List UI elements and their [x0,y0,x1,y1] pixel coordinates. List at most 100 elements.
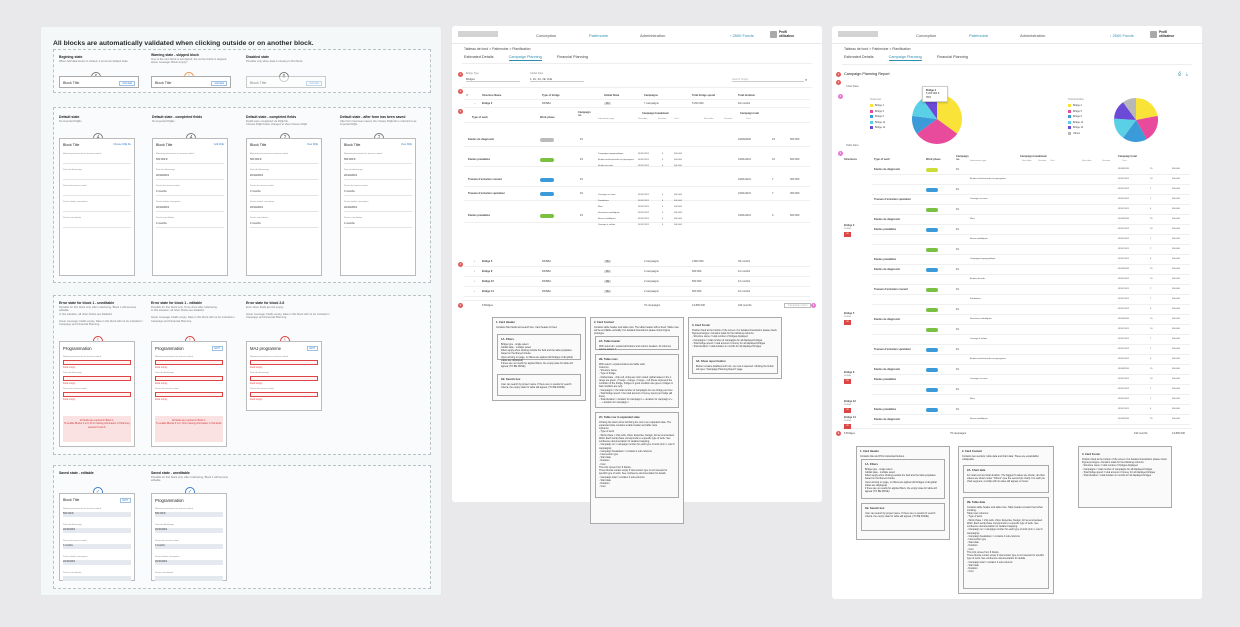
funds-button[interactable]: ‹ 2500 Fonds [1110,33,1134,38]
breadcrumb[interactable]: Tableau de bord > Patrimoine > Planifica… [844,47,911,51]
bridge-type-select[interactable]: Bridges [466,78,520,82]
pie-total-duration[interactable] [1114,98,1158,142]
table-data-label[interactable]: Table Data [846,144,859,147]
block-card[interactable]: Block Title View DQE Montant prévisionnel … [246,138,322,276]
tab-financial[interactable]: Financial Planning [936,55,968,59]
expand-icon[interactable]: ⌄ [474,102,477,105]
field-input-error[interactable] [63,392,131,397]
col-breakdown[interactable]: Campaign breakdown [1020,155,1047,158]
tab-estimated[interactable]: Estimated Details [844,55,874,59]
field-input-error[interactable] [250,392,318,397]
nav-conception[interactable]: Conception [536,33,557,38]
legend-item[interactable]: Bridge 2 [875,104,884,107]
breadcrumb[interactable]: Tableau de bord > Patrimoine > Planifica… [464,47,531,51]
field-value[interactable]: 500 000 € [156,158,168,161]
field-value[interactable]: 20/10/2019 [156,206,169,209]
tab-estimated[interactable]: Estimated Details [464,55,494,59]
pie-slice[interactable] [937,94,962,134]
legend-item[interactable]: Bridge 14 [1073,126,1084,129]
nav-conception[interactable]: Conception [916,33,937,38]
col-state[interactable]: Global State [604,94,620,97]
tab-campaign[interactable]: Campaign Planning [888,55,922,61]
field-value[interactable]: 4 months [156,222,167,225]
field-value[interactable]: 20/10/2019 [344,206,357,209]
pie-slice[interactable] [1136,98,1158,120]
pie-slice[interactable] [1114,118,1136,138]
select-all-checkbox[interactable]: ☐ [466,94,469,97]
legend-item[interactable]: Bridge 5 [1073,109,1082,113]
dqe-link[interactable]: Add DQE [213,143,224,146]
col-campaigns[interactable]: Campaigns [644,94,658,97]
field-value[interactable]: 3 months [344,190,355,193]
block-card-saved[interactable]: Block Title EDIT Montant prévisionnel au t… [59,493,135,581]
expand-icon[interactable]: › [474,270,475,273]
legend-item[interactable]: Bridge 6 [875,115,884,118]
col-typework[interactable]: Type of work [874,158,890,161]
pie-slice[interactable] [1114,102,1136,120]
field-value[interactable]: 20/10/2019 [250,174,263,177]
pie-slice[interactable] [1123,120,1147,142]
search-input[interactable]: Search bridge [732,78,804,82]
block-card[interactable]: Block Title Add DQE Montant prévisionnel a… [152,138,228,276]
field-value[interactable]: 20/10/2019 [250,206,263,209]
dqe-link[interactable]: View DQE [307,143,318,146]
field-value[interactable]: 4 months [250,222,261,225]
legend-item[interactable]: Bridge 14 [875,126,886,129]
legend-item[interactable]: Bridge 12 [875,120,886,124]
tab-financial[interactable]: Financial Planning [556,55,588,59]
add-data-button[interactable]: Add data [211,80,227,86]
col-campno[interactable]: Campaign no. [956,155,969,161]
campaign-report-button[interactable]: Campaign report [784,303,812,308]
edit-button[interactable]: EDIT [306,346,318,351]
search-icon[interactable]: ⌕ [805,77,808,82]
col-type[interactable]: Type of bridge [542,94,560,97]
field-value[interactable]: 3 months [156,190,167,193]
block-card-saved[interactable]: Programmation Montant prévisionnel au tra… [151,493,227,581]
pie-total-cost[interactable] [912,94,962,144]
nav-administration[interactable]: Administration [1020,33,1046,38]
avatar[interactable] [1150,31,1157,38]
legend-item[interactable]: Bridge 2 [1073,104,1082,107]
field-input-error[interactable] [155,392,223,397]
funds-button[interactable]: ‹ 2500 Fonds [730,33,754,38]
col-spend[interactable]: Total bridge spend [692,94,716,97]
pie-slice[interactable] [916,119,958,144]
nav-patrimoine[interactable]: Patrimoine [969,33,989,38]
legend-item[interactable]: Bridge 12 [1073,120,1084,124]
legend-item[interactable]: Others [1073,131,1081,135]
block-begin[interactable]: Block Title Add data [59,76,139,88]
field-input-error[interactable] [63,360,131,365]
edit-button[interactable]: EDIT [211,346,223,351]
field-input-error[interactable] [155,376,223,381]
block-card-error[interactable]: Programmation EDIT Montant prévisionnel au… [151,341,227,447]
dqe-link[interactable]: Choose DQE file [113,143,131,146]
field-input-error[interactable] [63,376,131,381]
pie-slice[interactable] [912,98,937,119]
expand-icon[interactable]: › [474,280,475,283]
col-phase[interactable]: Work phase [926,158,941,161]
legend-item[interactable]: Bridge 6 [1073,115,1082,118]
field-value[interactable]: 20/10/2019 [156,174,169,177]
field-value[interactable]: 500 000 € [344,158,356,161]
field-input-error[interactable] [250,360,318,365]
avatar[interactable] [770,31,777,38]
tab-campaign[interactable]: Campaign Planning [508,55,542,61]
download-icon[interactable]: ⤓ [1186,71,1188,76]
legend-item[interactable]: Bridge 5 [875,109,884,113]
nav-administration[interactable]: Administration [640,33,666,38]
field-input-error[interactable] [250,376,318,381]
chart-data-label[interactable]: Chart Data [846,85,859,88]
field-value[interactable]: 3 months [250,190,261,193]
col-structures[interactable]: Structures [844,158,857,161]
expand-icon[interactable]: › [474,260,475,263]
nav-patrimoine[interactable]: Patrimoine [589,33,609,38]
col-duration[interactable]: Total duration [738,94,756,97]
dqe-link[interactable]: View DQE [401,143,412,146]
profile-menu[interactable]: Profil utilisateur [1159,30,1174,39]
print-icon[interactable]: ⎙ [1178,71,1182,76]
col-structure[interactable]: Structure Name [482,94,502,97]
col-total[interactable]: Campaign total [1118,155,1137,158]
block-card[interactable]: Block Title Choose DQE file Montant prévis… [59,138,135,276]
field-value[interactable]: 500 000 € [250,158,262,161]
block-card-error[interactable]: Programmation Montant prévisionnel au tra… [59,341,135,447]
